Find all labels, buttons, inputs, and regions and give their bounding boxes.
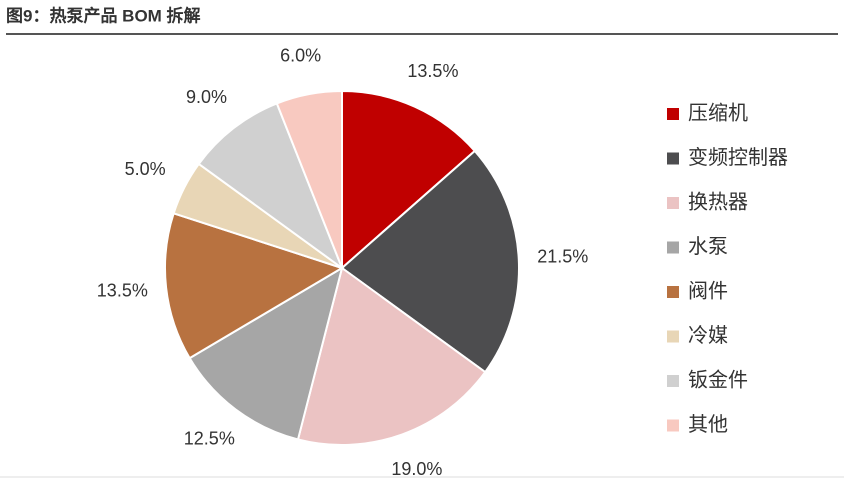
legend-label: 压缩机 [688,101,748,124]
legend-swatch [667,197,679,209]
legend-label: 其他 [688,413,728,436]
chart-title: 图9：热泵产品 BOM 拆解 [6,5,201,25]
legend-swatch [667,286,679,298]
legend-swatch [667,241,679,254]
legend-swatch [667,108,679,120]
legend-label: 阀件 [688,279,728,302]
legend-swatch [667,152,679,165]
data-label: 6.0% [280,46,321,66]
data-label: 13.5% [97,280,148,300]
legend-swatch [667,330,679,343]
data-label: 19.0% [391,459,442,479]
legend-label: 钣金件 [688,368,748,391]
data-label: 13.5% [407,61,458,81]
pie-slice [197,102,345,271]
pie-slice [164,212,345,360]
data-label: 12.5% [184,429,235,449]
data-label: 21.5% [537,247,588,267]
legend-label: 换热器 [688,190,748,213]
legend-swatch [667,375,679,387]
legend-label: 水泵 [688,235,728,258]
legend-swatch [667,419,679,432]
pie-slice [341,89,477,271]
data-label: 5.0% [125,159,166,179]
data-label: 9.0% [186,87,227,107]
pie-slice [188,265,344,441]
pie-slice [296,266,487,446]
legend-label: 变频控制器 [688,146,788,169]
legend-label: 冷媒 [688,324,728,347]
pie-slice [340,149,520,374]
pie-slice [275,89,343,269]
